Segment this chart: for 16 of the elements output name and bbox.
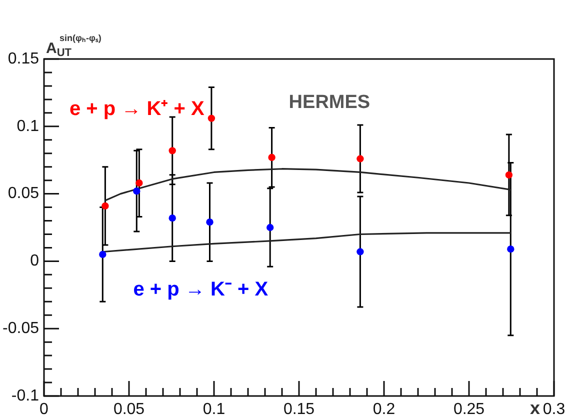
x-tick-label: 0.1 bbox=[202, 401, 226, 418]
x-tick-label: 0.15 bbox=[283, 401, 315, 418]
x-tick-label: 0.05 bbox=[113, 401, 145, 418]
y-tick-label: 0.15 bbox=[8, 50, 40, 68]
y-tick-label: -0.05 bbox=[2, 320, 40, 338]
y-tick-label: -0.1 bbox=[11, 387, 40, 404]
y-tick-label: 0 bbox=[30, 252, 40, 270]
annotation: HERMES bbox=[288, 92, 370, 114]
y-tick-label: 0.05 bbox=[8, 185, 40, 202]
series-label: e + p → K⁻ + X bbox=[133, 278, 269, 300]
x-tick-label: 0.25 bbox=[453, 401, 485, 418]
x-axis-title: x bbox=[530, 398, 540, 418]
y-tick-label: 0.1 bbox=[16, 118, 40, 135]
x-tick-label: 0.2 bbox=[372, 401, 396, 418]
x-tick-label: 0.3 bbox=[542, 401, 566, 418]
series-label: e + p → K⁺ + X bbox=[70, 98, 205, 120]
